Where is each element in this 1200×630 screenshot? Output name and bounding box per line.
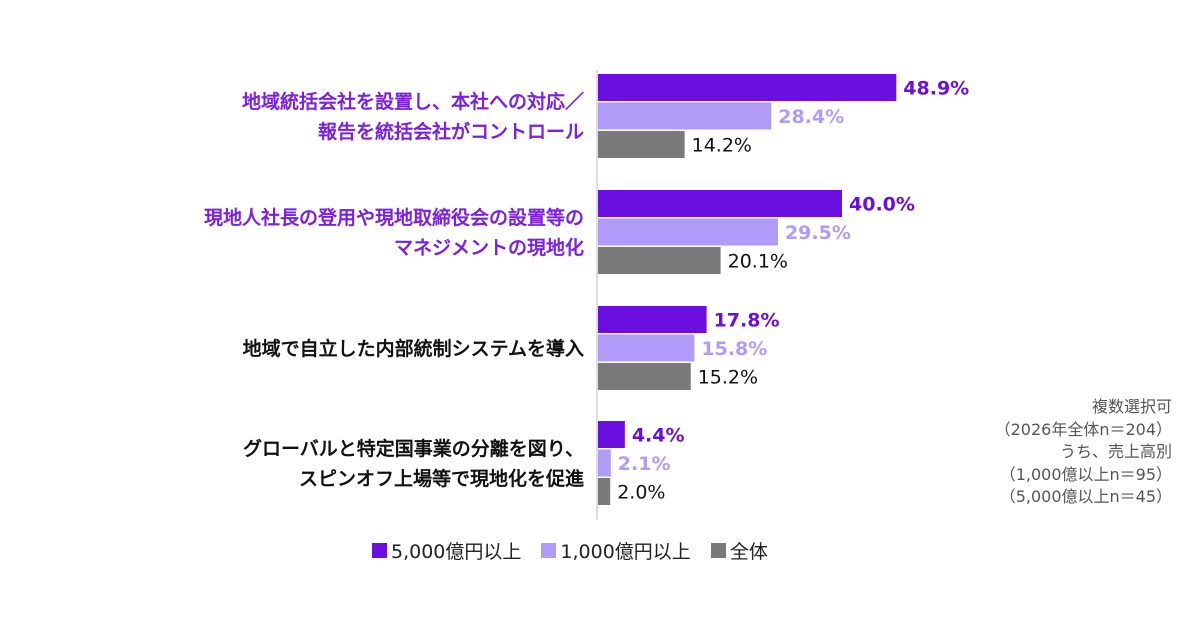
bar	[598, 363, 691, 390]
data-label: 28.4%	[778, 106, 844, 128]
bar	[598, 131, 685, 158]
bar	[598, 247, 721, 274]
bar	[598, 74, 897, 101]
category-label: グローバルと特定国事業の分離を図り、	[243, 437, 584, 460]
category-label: 報告を統括会社がコントロール	[318, 120, 584, 143]
legend-swatch	[372, 543, 387, 558]
data-label: 2.0%	[617, 482, 665, 504]
data-label: 15.2%	[698, 367, 758, 389]
legend-item-total: 全体	[710, 537, 768, 564]
bar	[598, 102, 772, 130]
data-label: 15.8%	[701, 338, 767, 360]
note-line: 複数選択可	[1091, 397, 1172, 416]
bar	[598, 478, 611, 505]
legend: 5,000億円以上 1,000億円以上 全体	[372, 537, 788, 564]
category-label: マネジメントの現地化	[394, 236, 584, 259]
category-label: 地域統括会社を設置し、本社への対応／	[242, 90, 584, 113]
legend-item-1000oku: 1,000億円以上	[541, 537, 691, 564]
note-line: うち、売上高別	[1059, 442, 1172, 461]
data-label: 14.2%	[692, 135, 752, 157]
category-label: 現地人社長の登用や現地取締役会の設置等の	[204, 206, 584, 229]
legend-swatch	[541, 543, 557, 558]
data-label: 20.1%	[728, 251, 788, 273]
legend-item-5000oku: 5,000億円以上	[372, 537, 521, 564]
data-label: 29.5%	[785, 222, 851, 244]
data-label: 48.9%	[903, 78, 969, 100]
category-label: スピンオフ上場等で現地化を促進	[299, 467, 584, 490]
data-label: 17.8%	[714, 310, 780, 332]
bar	[598, 306, 707, 333]
bar	[598, 449, 611, 477]
data-label: 40.0%	[849, 194, 915, 216]
bar	[598, 421, 625, 448]
note-line: （5,000億以上n＝45）	[999, 487, 1172, 506]
data-label: 4.4%	[632, 425, 685, 447]
bar	[598, 334, 695, 362]
legend-label: 5,000億円以上	[391, 541, 522, 563]
note-line: （2026年全体n＝204）	[994, 419, 1172, 439]
category-label: 地域で自立した内部統制システムを導入	[243, 337, 584, 360]
legend-label: 1,000億円以上	[560, 541, 691, 563]
legend-swatch	[710, 543, 726, 558]
data-label: 2.1%	[618, 453, 671, 475]
bar	[598, 190, 842, 217]
legend-label: 全体	[729, 541, 768, 563]
bar	[598, 218, 778, 246]
chart-note: 複数選択可 （2026年全体n＝204） うち、売上高別 （1,000億以上n＝…	[912, 396, 1172, 509]
note-line: （1,000億以上n＝95）	[999, 464, 1172, 484]
